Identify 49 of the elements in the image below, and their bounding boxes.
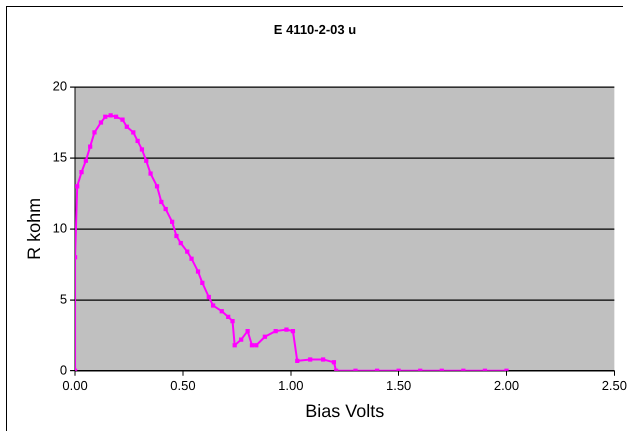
x-tick-label: 2.50 [602,378,628,394]
point [79,170,84,174]
y-tick-label: 15 [52,150,68,165]
point [254,343,258,348]
point [274,328,278,334]
point [239,337,244,342]
point [220,309,224,314]
point [308,357,312,362]
point [108,113,113,118]
point [75,184,80,188]
point [262,334,268,339]
point [226,314,230,319]
point [131,130,136,135]
y-tick-label: 5 [60,291,68,306]
point [159,200,164,204]
y-tick-label: 0 [60,362,68,378]
point [232,343,237,348]
point [332,360,336,364]
x-tick-label: 1.50 [386,378,412,394]
point [114,114,118,119]
y-tick-label: 10 [52,220,68,236]
chart-title: E 4110-2-03 u [272,22,358,37]
point [88,144,92,149]
point [321,357,326,362]
point [164,206,168,212]
point [189,256,194,261]
y-axis-title: R kohm [24,198,44,260]
point [170,220,174,224]
point [178,240,183,246]
point [206,294,211,300]
point [120,118,125,122]
point [124,124,129,129]
point [295,358,300,363]
point [144,158,148,163]
point [84,158,88,163]
x-tick-label: 0.50 [170,378,196,394]
y-tick-label: 20 [52,78,68,94]
x-tick-label: 0.00 [62,378,88,394]
x-axis-title: Bias Volts [305,401,384,422]
point [230,319,235,324]
x-tick-label: 1.00 [278,378,304,394]
point [200,280,204,285]
point [103,114,108,119]
x-tick-label: 2.00 [494,378,520,394]
point [284,328,289,332]
point [185,249,190,254]
point [154,184,160,188]
point [246,328,250,334]
point [250,343,254,348]
